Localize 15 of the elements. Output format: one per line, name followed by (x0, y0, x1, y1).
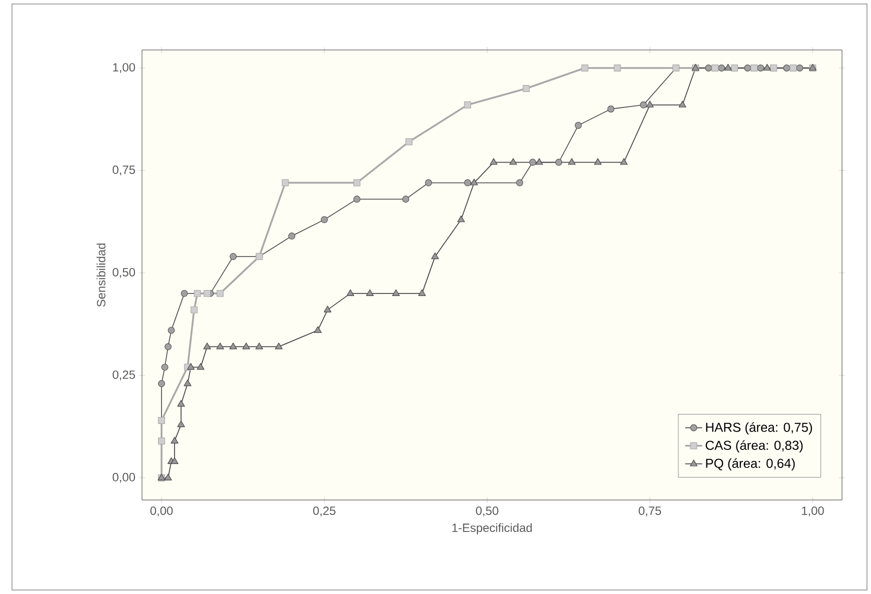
x-tick-label: 0,75 (638, 506, 662, 516)
x-axis-title: 1-Especificidad (452, 523, 532, 534)
y-tick-label: 0,25 (112, 370, 135, 380)
y-tick-label: 1,00 (113, 63, 136, 73)
legend-label: PQ (área: 0,64) (706, 458, 795, 470)
x-tick-label: 0,50 (476, 506, 498, 516)
y-tick-label: 0,00 (112, 472, 136, 483)
y-axis-title: Sensibilidad (96, 244, 106, 307)
x-tick-label: 0,00 (150, 506, 173, 516)
x-tick-label: 0,25 (313, 506, 336, 516)
y-tick-label: 0,50 (112, 268, 136, 278)
y-tick-label: 0,75 (112, 166, 135, 176)
x-tick-label: 1,00 (802, 506, 824, 516)
legend-label: CAS (área: 0,83) (706, 440, 803, 452)
legend-label: HARS (área: 0,75) (706, 422, 812, 434)
